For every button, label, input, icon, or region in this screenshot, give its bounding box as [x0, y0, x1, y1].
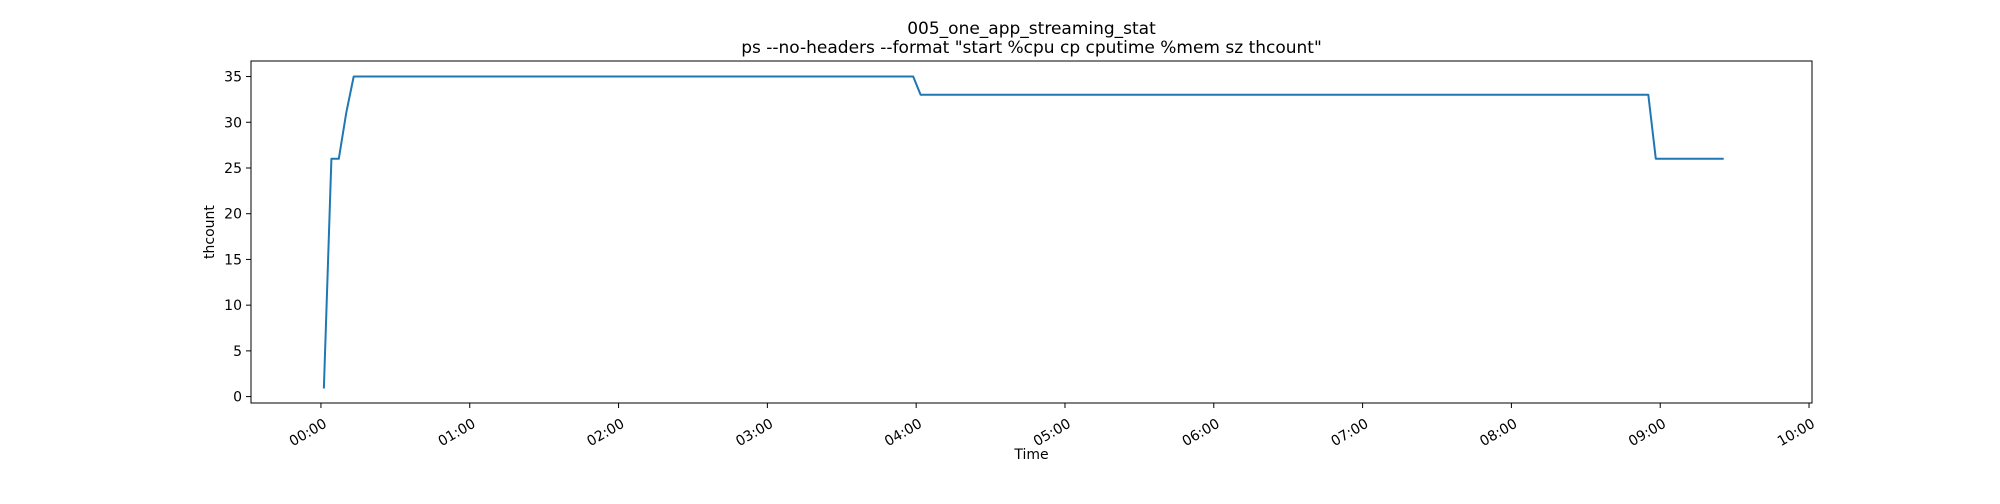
y-tick-label: 25 [224, 161, 242, 177]
x-axis-label: Time [1013, 447, 1048, 463]
y-tick-label: 20 [224, 207, 242, 223]
x-tick-label: 07:00 [1328, 416, 1371, 450]
y-tick-label: 10 [224, 298, 242, 314]
series-line [322, 75, 1724, 389]
x-tick-label: 05:00 [1031, 416, 1074, 450]
y-tick-label: 5 [233, 344, 242, 360]
plot-frame [250, 60, 1813, 404]
x-tick-label: 08:00 [1477, 416, 1520, 450]
x-tick-label: 02:00 [584, 416, 627, 450]
x-tick-label: 10:00 [1775, 416, 1818, 450]
x-tick-label: 06:00 [1180, 416, 1223, 450]
y-axis-label: thcount [202, 205, 218, 259]
y-tick-label: 30 [224, 115, 242, 131]
x-tick-label: 01:00 [436, 416, 479, 450]
y-tick-label: 35 [224, 70, 242, 86]
x-tick-label: 03:00 [733, 416, 776, 450]
series-layer [322, 75, 1724, 389]
x-tick-label: 00:00 [287, 416, 330, 450]
chart-title: 005_one_app_streaming_stat [907, 19, 1156, 39]
chart-subtitle: ps --no-headers --format "start %cpu cp … [741, 38, 1322, 58]
x-tick-label: 09:00 [1626, 416, 1669, 450]
y-tick-label: 15 [224, 252, 242, 268]
axis-ticks: 0 5 10 15 20 25 30 35 00:00 01:00 02:00 03:00 04:00 0… [224, 70, 1818, 450]
x-tick-label: 04:00 [882, 416, 925, 450]
y-tick-label: 0 [233, 390, 242, 406]
